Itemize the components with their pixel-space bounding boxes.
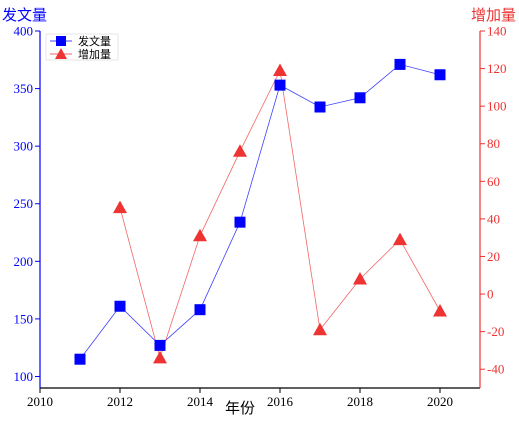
- right-axis-title: 增加量: [471, 7, 516, 24]
- legend-label: 增加量: [78, 47, 111, 61]
- x-tick-label: 2010: [27, 394, 53, 409]
- left-axis-title: 发文量: [2, 7, 47, 24]
- right-y-tick-label: 120: [487, 61, 507, 76]
- data-point-triangle: [273, 63, 287, 76]
- data-point-square: [314, 101, 326, 113]
- left-y-tick-label: 150: [14, 311, 34, 326]
- right-y-tick-label: 0: [487, 287, 494, 302]
- series-line-2: [119, 69, 441, 360]
- right-y-tick-label: -20: [487, 324, 504, 339]
- right-y-tick-label: 140: [487, 24, 507, 39]
- x-tick-label: 2016: [267, 394, 294, 409]
- data-point-triangle: [353, 272, 367, 285]
- x-axis-title: 年份: [225, 400, 255, 417]
- x-tick-label: 2020: [427, 394, 453, 409]
- legend-triangle-icon: [55, 48, 67, 59]
- right-y-tick-label: 80: [487, 136, 500, 151]
- legend-label: 发文量: [78, 34, 111, 48]
- legend-square-icon: [56, 36, 66, 46]
- data-point-triangle: [233, 144, 247, 157]
- data-point-triangle: [153, 350, 167, 364]
- data-point-triangle: [113, 200, 127, 214]
- data-point-square: [74, 353, 86, 365]
- series-line-1: [79, 63, 441, 360]
- data-point-square: [154, 339, 166, 351]
- x-tick-label: 2018: [347, 394, 373, 409]
- left-y-tick-label: 350: [14, 81, 34, 96]
- data-point-square: [274, 79, 286, 91]
- data-point-square: [354, 92, 366, 104]
- data-point-square: [434, 69, 446, 81]
- right-y-tick-label: 20: [487, 249, 500, 264]
- right-y-tick-label: -40: [487, 362, 504, 377]
- series-lines: [79, 63, 441, 360]
- right-y-tick-label: 40: [487, 211, 500, 226]
- left-y-tick-label: 200: [14, 254, 34, 269]
- data-point-square: [194, 304, 206, 316]
- data-point-triangle: [433, 303, 447, 317]
- data-point-triangle: [393, 232, 407, 246]
- right-y-tick-label: 100: [487, 99, 507, 114]
- series-markers: [74, 58, 447, 365]
- left-y-tick-label: 300: [14, 139, 34, 154]
- left-y-tick-label: 250: [14, 196, 34, 211]
- right-y-tick-label: 60: [487, 174, 500, 189]
- axes: 2010 2012 2014 2016 2018 20201001502002503003…: [14, 24, 507, 410]
- left-y-tick-label: 400: [14, 24, 34, 39]
- data-point-square: [114, 300, 126, 312]
- data-point-square: [394, 58, 406, 70]
- data-point-triangle: [313, 322, 327, 336]
- x-tick-label: 2014: [187, 394, 214, 409]
- left-y-tick-label: 100: [14, 369, 34, 384]
- data-point-square: [234, 216, 246, 228]
- data-point-triangle: [193, 228, 207, 242]
- x-tick-label: 2012: [107, 394, 133, 409]
